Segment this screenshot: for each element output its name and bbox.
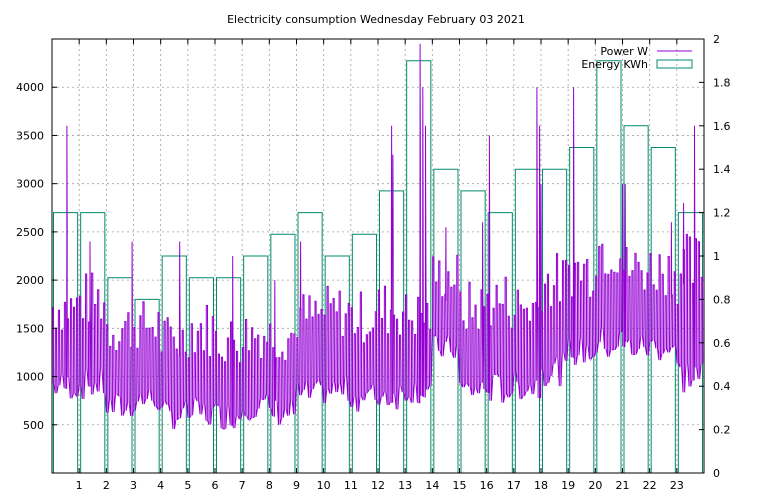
y-left-tick-label: 2500 (16, 226, 44, 239)
x-tick-label: 20 (588, 479, 602, 492)
y-left-tick-label: 1500 (16, 322, 44, 335)
x-tick-label: 23 (670, 479, 684, 492)
power-series (51, 43, 704, 430)
grid (52, 39, 704, 473)
y-left-tick-label: 1000 (16, 371, 44, 384)
y-left-tick-label: 2000 (16, 274, 44, 287)
legend: Power W Energy KWh (581, 45, 693, 71)
y-right-tick-label: 0 (713, 467, 720, 480)
x-tick-label: 6 (212, 479, 219, 492)
energy-steps (53, 60, 703, 473)
y-right-tick-label: 1 (713, 250, 720, 263)
x-tick-label: 5 (184, 479, 191, 492)
y-right-tick-label: 1.8 (713, 76, 731, 89)
x-tick-label: 11 (344, 479, 358, 492)
y-left-tick-label: 500 (23, 419, 44, 432)
x-tick-label: 9 (293, 479, 300, 492)
x-tick-label: 18 (534, 479, 548, 492)
x-tick-label: 10 (317, 479, 331, 492)
y-right-tick-label: 1.2 (713, 207, 731, 220)
y-right-tick-label: 1.6 (713, 120, 731, 133)
y-right-tick-label: 1.4 (713, 163, 731, 176)
y-left-tick-label: 3500 (16, 129, 44, 142)
x-tick-label: 19 (561, 479, 575, 492)
x-tick-label: 21 (616, 479, 630, 492)
x-tick-label: 14 (425, 479, 439, 492)
y-right-tick-label: 2 (713, 33, 720, 46)
x-tick-label: 12 (371, 479, 385, 492)
x-tick-label: 15 (453, 479, 467, 492)
x-tick-label: 7 (239, 479, 246, 492)
chart-title: Electricity consumption Wednesday Februa… (227, 13, 525, 26)
energy-series (53, 60, 703, 473)
axes: 1 2 3 4 5 6 7 8 9 10 11 12 13 14 15 16 17 18 19 20 21 22 23500… (16, 33, 731, 492)
x-tick-label: 2 (103, 479, 110, 492)
x-tick-label: 22 (643, 479, 657, 492)
legend-label-power: Power W (600, 45, 648, 58)
x-tick-label: 1 (76, 479, 83, 492)
legend-swatch-energy (656, 59, 693, 69)
y-right-tick-label: 0.8 (713, 293, 731, 306)
y-right-tick-label: 0.6 (713, 337, 731, 350)
y-right-tick-label: 0.2 (713, 424, 731, 437)
x-tick-label: 16 (480, 479, 494, 492)
legend-label-energy: Energy KWh (581, 58, 648, 71)
y-right-tick-label: 0.4 (713, 380, 731, 393)
power-line (51, 43, 704, 430)
x-tick-label: 13 (398, 479, 412, 492)
x-tick-label: 3 (130, 479, 137, 492)
y-left-tick-label: 3000 (16, 178, 44, 191)
x-tick-label: 8 (266, 479, 273, 492)
y-left-tick-label: 4000 (16, 81, 44, 94)
x-tick-label: 4 (157, 479, 164, 492)
x-tick-label: 17 (507, 479, 521, 492)
